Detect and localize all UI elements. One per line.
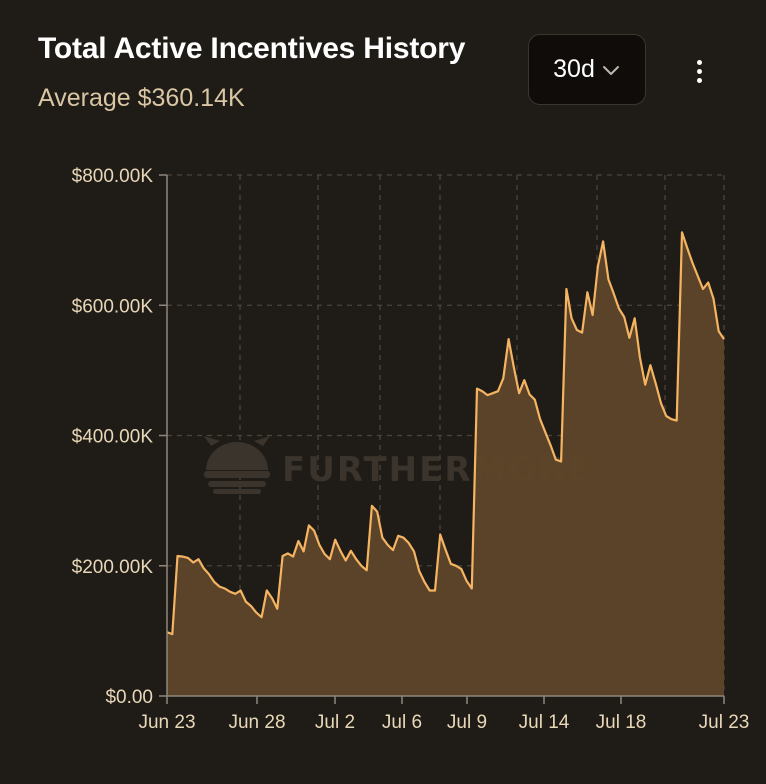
x-axis-ticks: Jun 23 Jun 28 Jul 2 Jul 6 Jul 9 Jul 14 Jul 18 J… [138, 696, 749, 733]
more-options-button[interactable] [684, 52, 714, 90]
y-tick-label: $800.00K [72, 166, 154, 187]
vertical-ellipsis-icon [696, 59, 702, 65]
x-tick-label: Jul 2 [315, 712, 355, 733]
time-range-dropdown[interactable]: 30d [528, 34, 646, 105]
chart-title: Total Active Incentives History [38, 32, 466, 65]
y-tick-label: $200.00K [72, 557, 154, 578]
furthermore-logo-icon [204, 436, 270, 494]
x-tick-label: Jun 28 [228, 712, 285, 733]
x-tick-label: Jul 18 [596, 712, 647, 733]
y-tick-label: $400.00K [72, 427, 154, 448]
x-tick-label: Jul 6 [382, 712, 422, 733]
series-line [166, 231, 725, 636]
x-tick-label: Jul 23 [699, 712, 750, 733]
y-tick-label: $0.00 [105, 687, 153, 708]
y-axis-ticks: $800.00K $600.00K $400.00K $200.00K $0.00 [72, 166, 167, 708]
x-tick-label: Jun 23 [138, 712, 195, 733]
y-tick-label: $600.00K [72, 296, 154, 317]
chevron-down-icon [602, 65, 619, 75]
area-fill [167, 232, 724, 697]
x-tick-label: Jul 14 [519, 712, 570, 733]
time-range-value: 30d [553, 55, 595, 83]
average-value: Average $360.14K [38, 84, 245, 112]
x-tick-label: Jul 9 [447, 712, 487, 733]
